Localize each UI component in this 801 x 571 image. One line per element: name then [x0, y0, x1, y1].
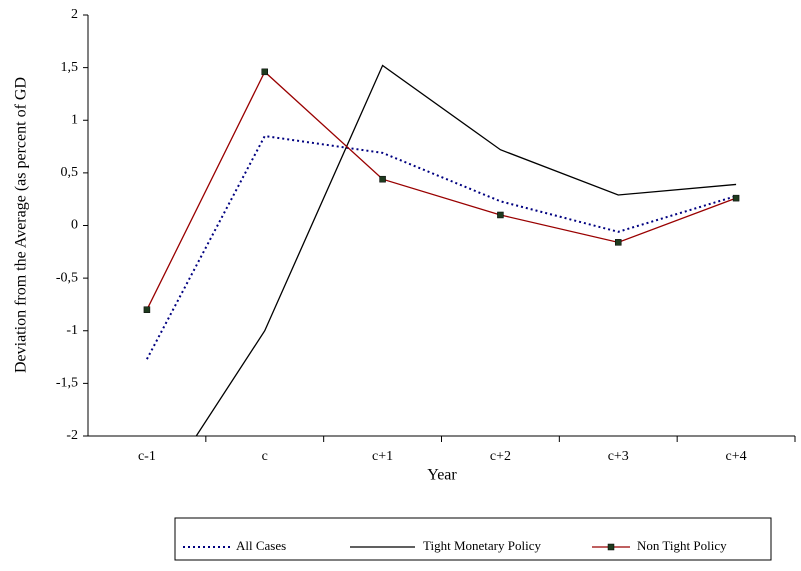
y-tick-label: 1,5 — [61, 60, 79, 75]
point-marker — [143, 306, 151, 313]
y-tick-label: -2 — [66, 428, 78, 443]
legend-label: All Cases — [236, 538, 286, 553]
x-tick-label: c+2 — [490, 449, 511, 464]
point-marker — [497, 211, 504, 219]
y-axis-label: Deviation from the Average (as percent o… — [13, 77, 30, 373]
legend-label: Non Tight Policy — [637, 538, 727, 553]
series-line — [146, 70, 737, 310]
y-tick-label: -1 — [66, 323, 78, 338]
point-marker — [615, 239, 622, 246]
x-tick-label: c+3 — [608, 449, 629, 464]
point-marker — [732, 194, 740, 202]
x-tick-label: c+1 — [372, 449, 393, 464]
legend-label: Tight Monetary Policy — [423, 538, 541, 553]
x-tick-label: c — [262, 449, 268, 464]
point-marker — [261, 68, 268, 76]
series-line — [195, 64, 737, 436]
legend-marker — [607, 543, 615, 551]
point-marker — [379, 175, 386, 183]
x-tick-label: c+4 — [726, 449, 747, 464]
x-tick-label: c-1 — [138, 449, 156, 464]
y-tick-label: 1 — [71, 112, 78, 127]
y-tick-label: -0,5 — [56, 270, 78, 285]
y-tick-label: 0,5 — [61, 165, 79, 180]
y-tick-label: 0 — [71, 218, 78, 233]
x-axis-label: Year — [427, 467, 457, 484]
legend-box — [174, 517, 772, 561]
y-tick-label: 2 — [71, 7, 78, 22]
series-line — [146, 134, 737, 360]
y-tick-label: -1,5 — [56, 376, 78, 391]
